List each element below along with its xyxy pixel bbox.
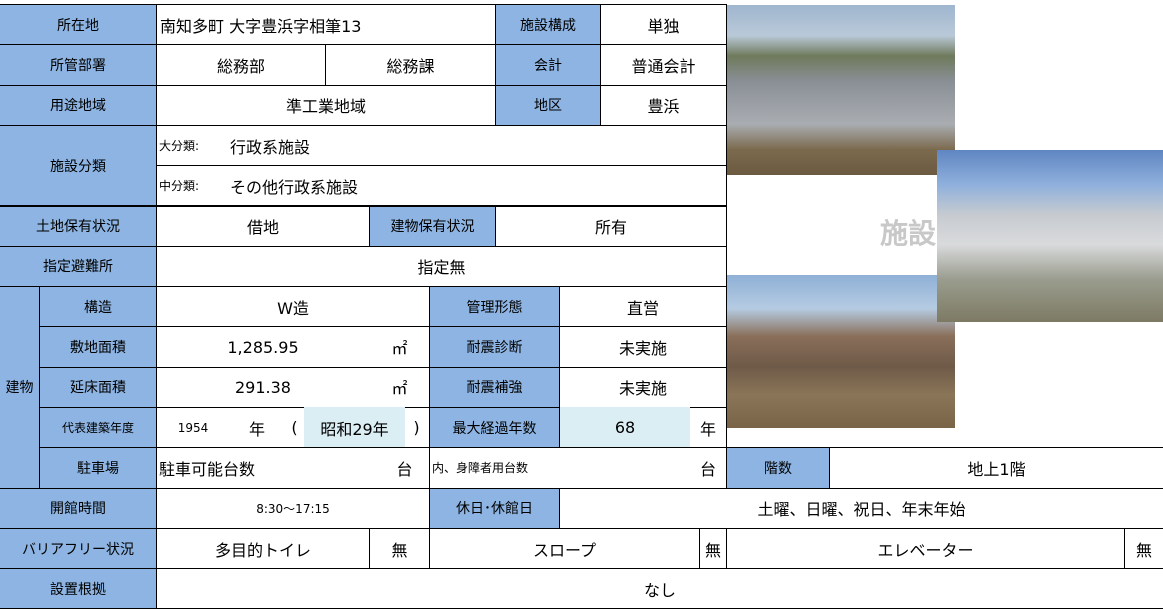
cell-value: 行政系施設 (230, 137, 311, 157)
row-label: バリアフリー状況 (0, 527, 157, 570)
cell-value: 1954 (177, 420, 209, 435)
row-label: 代表建築年度 (39, 407, 157, 449)
cell-value: 無 (1124, 527, 1163, 570)
cell-value: W造 (156, 286, 430, 328)
field-label: 会計 (495, 44, 601, 86)
cell-value: 未実施 (559, 366, 727, 408)
cell-value: スロープ (429, 527, 700, 570)
row-label: 施設分類 (0, 124, 157, 207)
cell-value: 直営 (559, 286, 727, 328)
cell-value: なし (156, 568, 1163, 610)
cell-value: 無 (699, 527, 727, 570)
row-label: 設置根拠 (0, 568, 157, 610)
cell-value: 所有 (495, 205, 727, 247)
sub-label: 大分類: (159, 139, 200, 154)
photo (727, 275, 955, 428)
cell-value: 借地 (156, 205, 370, 247)
row-label: 土地保有状況 (0, 205, 157, 247)
cell-value: 1,285.95 (227, 337, 299, 357)
field-label: 耐震診断 (429, 326, 560, 368)
cell-value: 普通会計 (600, 44, 727, 86)
field-label: 施設構成 (495, 4, 601, 46)
cell-value: 291.38 (235, 377, 291, 397)
cell-value: 豊浜 (600, 84, 727, 126)
cell-value: 多目的トイレ (156, 527, 370, 570)
unit: ㎡ (391, 339, 408, 359)
cell-value: 準工業地域 (156, 84, 496, 126)
cell-value: 指定無 (156, 245, 727, 288)
field-label: 管理形態 (429, 286, 560, 328)
sub-label: 中分類: (159, 179, 200, 194)
cell-value: 昭和29年 (304, 407, 405, 449)
cell-value: 単独 (600, 4, 727, 46)
cell-value: 南知多町 大字豊浜字相筆13 (156, 4, 496, 46)
unit: ㎡ (391, 379, 408, 399)
row-label: 所管部署 (0, 44, 157, 86)
cell-value: 地上1階 (829, 447, 1163, 489)
unit: 台 (396, 459, 413, 479)
cell-value: エレベーター (726, 527, 1125, 570)
unit: 年 (699, 419, 716, 439)
row-label: 構造 (39, 286, 157, 328)
field-label: 階数 (726, 447, 830, 489)
row-label: 所在地 (0, 4, 157, 46)
cell-value: 駐車可能台数 (159, 459, 256, 479)
photo-caption: 施設 (880, 217, 937, 250)
field-label: 休日･休館日 (429, 487, 560, 529)
cell-value: 土曜、日曜、祝日、年末年始 (559, 487, 1163, 529)
row-label: 用途地域 (0, 84, 157, 126)
cell-value: 68 (560, 407, 690, 449)
photo (937, 150, 1163, 322)
paren: ) (413, 418, 420, 438)
cell-value: その他行政系施設 (230, 177, 359, 197)
cell-value: 無 (369, 527, 430, 570)
field-label: 地区 (495, 84, 601, 126)
row-label: 開館時間 (0, 487, 157, 529)
group-label: 建物 (0, 286, 40, 489)
field-label: 建物保有状況 (369, 205, 496, 247)
cell-value: 未実施 (559, 326, 727, 368)
row-label: 指定避難所 (0, 245, 157, 288)
field-label: 耐震補強 (429, 366, 560, 408)
photo (727, 5, 955, 175)
cell-value: 総務課 (325, 44, 496, 86)
field-label: 最大経過年数 (429, 407, 560, 449)
unit: 台 (699, 459, 716, 479)
cell-value: 8:30〜17:15 (156, 487, 430, 529)
row-label: 駐車場 (39, 447, 157, 489)
paren: ( (291, 418, 298, 438)
cell-value: 総務部 (156, 44, 326, 86)
unit: 年 (248, 419, 265, 439)
cell-value: 内、身障者用台数 (432, 461, 529, 476)
row-label: 延床面積 (39, 366, 157, 408)
row-label: 敷地面積 (39, 326, 157, 368)
